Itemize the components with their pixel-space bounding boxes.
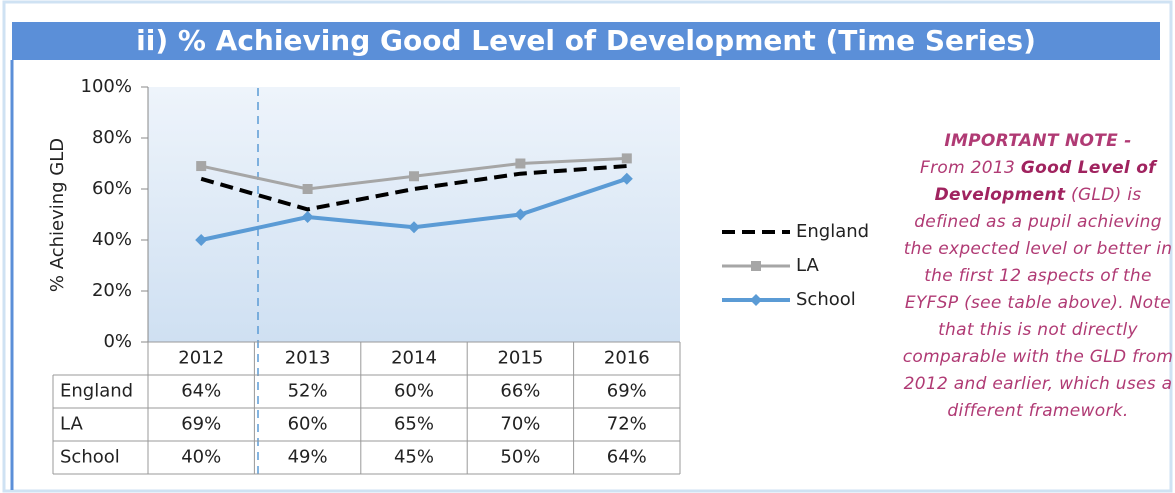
marker [515,158,526,169]
note-heading: IMPORTANT NOTE - [944,131,1132,151]
table-cell: 72% [607,414,647,435]
marker [196,161,207,172]
marker [195,234,208,246]
legend-marker [751,261,761,271]
note-term: Good Level of Development [934,158,1156,205]
y-tick-label: 0% [103,331,132,352]
chart-title: ii) % Achieving Good Level of Developmen… [136,24,1036,57]
table-cell: 40% [181,447,221,468]
marker [301,211,314,224]
x-tick-label: 2013 [285,348,331,369]
marker [620,172,633,185]
table-row-label: School [60,447,120,468]
table-cell: 60% [288,414,328,435]
table-row-label: England [60,381,133,402]
y-tick-label: 20% [92,280,132,301]
table-cell: 70% [500,414,540,435]
table-cell: 69% [181,414,221,435]
x-tick-label: 2014 [391,348,437,369]
table-cell: 69% [607,381,647,402]
y-tick-label: 100% [81,76,132,97]
table-cell: 50% [500,447,540,468]
note: IMPORTANT NOTE - From 2013 Good Level of… [902,128,1174,425]
table-cell: 60% [394,381,434,402]
table-cell: 66% [500,381,540,402]
note-lead: From 2013 [920,158,1016,178]
legend-label: LA [796,255,819,276]
x-tick-label: 2012 [178,348,224,369]
marker [621,153,632,164]
series-line [200,164,627,212]
x-tick-label: 2015 [497,348,543,369]
marker [302,184,313,194]
table-cell: 64% [181,381,221,402]
note-body: (GLD) is defined as a pupil achieving th… [902,185,1174,421]
y-tick-label: 60% [92,178,132,199]
marker [409,171,419,182]
table-cell: 52% [288,381,328,402]
marker [514,208,527,221]
legend-label: England [796,221,869,242]
table-cell: 49% [288,447,328,468]
title-banner [12,22,1160,60]
legend-label: School [796,289,856,310]
plot-area [148,87,680,342]
y-tick-label: 80% [92,127,132,148]
legend-marker [750,294,762,306]
y-tick-label: 40% [92,229,132,250]
table-row-label: LA [60,414,83,435]
x-tick-label: 2016 [604,348,650,369]
marker [408,221,420,234]
table-cell: 64% [607,447,647,468]
table-cell: 45% [394,447,434,468]
table-cell: 65% [394,414,434,435]
y-axis-title: % Achieving GLD [47,138,68,292]
